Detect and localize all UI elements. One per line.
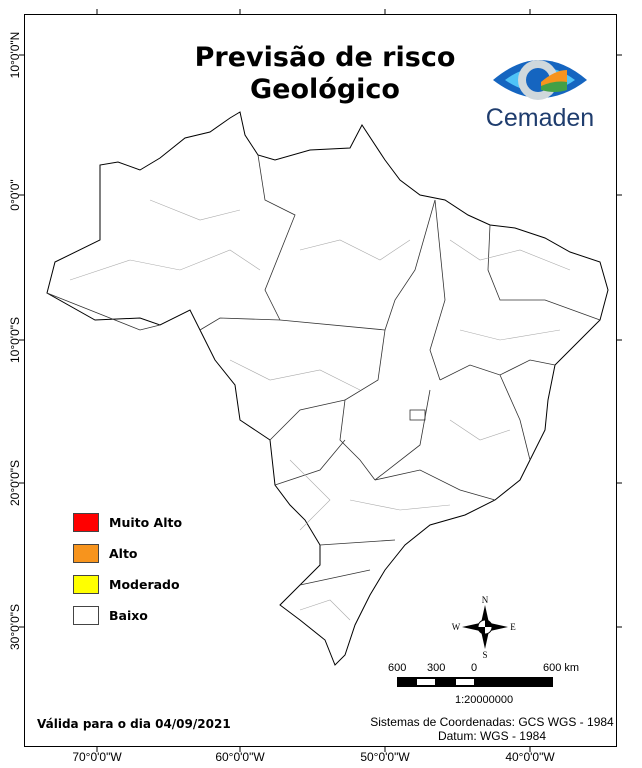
- scale-label: 600 km: [543, 662, 580, 674]
- legend-label: Muito Alto: [109, 515, 183, 530]
- legend-swatch: [73, 575, 99, 594]
- title-line-1: Previsão de risco: [194, 42, 456, 73]
- title-line-2: Geológico: [250, 74, 400, 105]
- legend-item: Muito Alto: [73, 507, 182, 538]
- legend-label: Moderado: [109, 577, 180, 592]
- legend-swatch: [73, 606, 99, 625]
- legend-label: Alto: [109, 546, 138, 561]
- scale-bar: [397, 677, 553, 687]
- map-title: Previsão de risco Geológico: [170, 42, 480, 106]
- state-borders: [46, 154, 601, 586]
- coordinate-info: Sistemas de Coordenadas: GCS WGS - 1984 …: [352, 715, 632, 743]
- legend: Muito Alto Alto Moderado Baixo: [73, 507, 182, 631]
- compass-rose-icon: N S W E: [452, 595, 517, 660]
- coord-system: Sistemas de Coordenadas: GCS WGS - 1984: [370, 715, 614, 729]
- legend-item: Alto: [73, 538, 182, 569]
- brazil-outline: [46, 111, 609, 666]
- legend-swatch: [73, 544, 99, 563]
- lat-label: 30°0'0"S: [8, 603, 22, 651]
- lat-label: 0°0'0": [8, 179, 22, 211]
- lon-label: 60°0'0"W: [215, 750, 265, 764]
- lat-label: 10°0'0"S: [8, 316, 22, 364]
- legend-label: Baixo: [109, 608, 148, 623]
- compass-e: E: [510, 622, 516, 632]
- map-frame: [24, 14, 617, 747]
- scale-label: 0: [471, 662, 478, 674]
- logo-text: Cemaden: [485, 104, 595, 132]
- compass-s: S: [482, 650, 487, 660]
- lon-label: 40°0'0"W: [505, 750, 555, 764]
- compass-w: W: [452, 622, 461, 632]
- scale-label: 300: [427, 662, 446, 674]
- lat-label: 20°0'0"S: [8, 459, 22, 507]
- lon-label: 50°0'0"W: [360, 750, 410, 764]
- compass-n: N: [482, 595, 489, 605]
- legend-item: Moderado: [73, 569, 182, 600]
- valid-date: Válida para o dia 04/09/2021: [37, 717, 231, 731]
- datum: Datum: WGS - 1984: [437, 729, 547, 743]
- cemaden-logo: Cemaden: [475, 48, 605, 134]
- lon-label: 70°0'0"W: [72, 750, 122, 764]
- municipal-region-borders: [69, 199, 571, 621]
- eye-logo-icon: [493, 60, 587, 100]
- legend-item: Baixo: [73, 600, 182, 631]
- scale-label: 600: [388, 662, 407, 674]
- scale-ratio: 1:20000000: [455, 694, 514, 706]
- legend-swatch: [73, 513, 99, 532]
- lat-label: 10°0'0"N: [8, 31, 22, 79]
